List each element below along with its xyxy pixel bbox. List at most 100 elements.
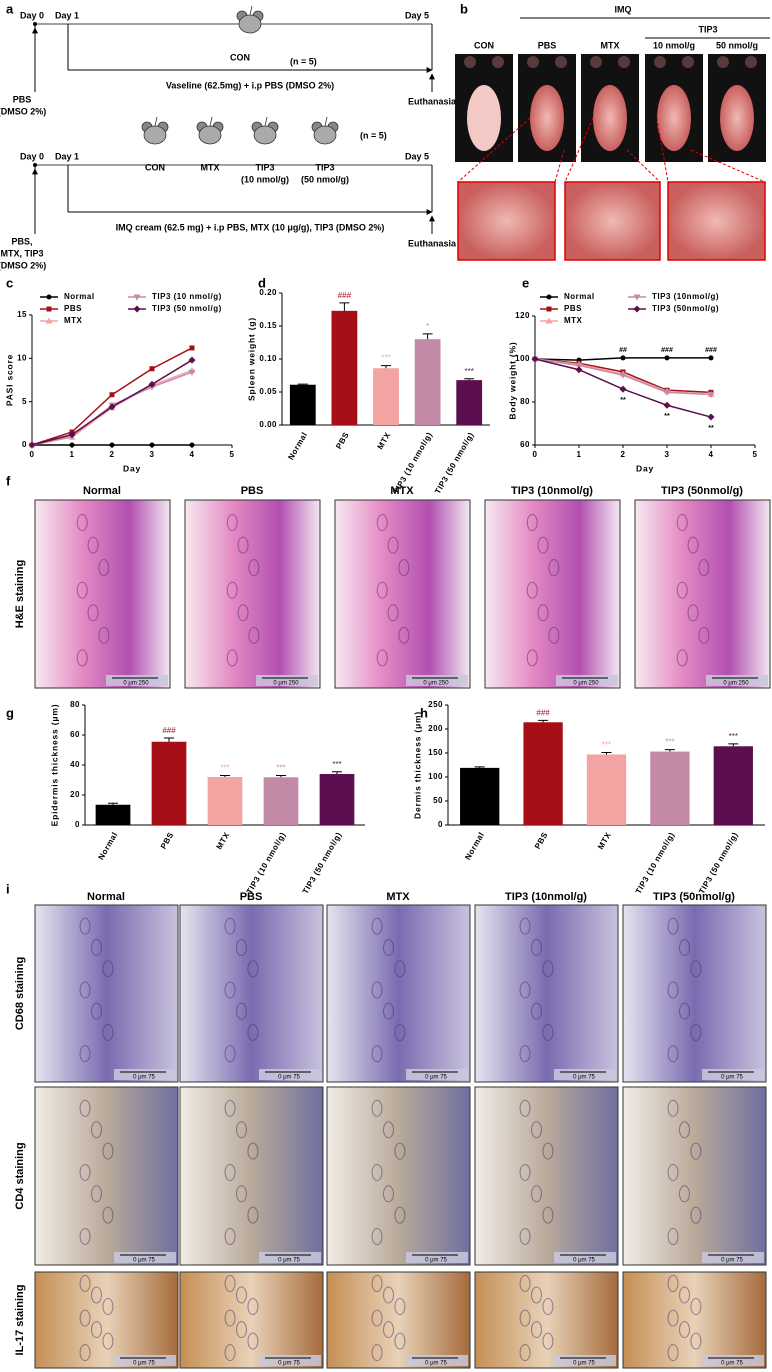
legend-marker — [633, 294, 641, 301]
x-tick-label: 2 — [621, 450, 626, 459]
tissue-structure — [235, 1185, 247, 1203]
error-bar — [339, 302, 350, 311]
significance-label: ### — [162, 726, 176, 735]
tissue-structure — [519, 917, 531, 935]
x-tick-label: PBS — [159, 830, 176, 850]
scale-bar-bg — [259, 1069, 321, 1080]
tissue-structure — [79, 1045, 91, 1063]
error-bar — [538, 719, 549, 723]
tissue-structure — [90, 938, 102, 956]
legend-marker — [133, 305, 141, 313]
y-tick-label: 60 — [520, 440, 530, 449]
data-point — [149, 442, 155, 448]
tissue-structure — [387, 536, 399, 554]
panel-label: i — [6, 881, 10, 896]
x-tick-label: 3 — [665, 450, 670, 459]
significance-label: ** — [664, 413, 670, 420]
tissue-structure — [376, 514, 388, 532]
x-axis-label: Day — [123, 463, 141, 473]
mouse-icon — [251, 116, 279, 145]
scale-bar-bg — [554, 1355, 616, 1366]
tissue-structure — [537, 536, 549, 554]
bar — [331, 310, 358, 425]
tissue-structure — [371, 1163, 383, 1181]
significance-label: *** — [332, 760, 341, 769]
tissue-structure — [102, 1142, 114, 1160]
he-image — [634, 499, 771, 689]
y-axis-label: Spleen weight (g) — [246, 317, 256, 401]
tissue-structure — [102, 1023, 114, 1041]
significance-label: ** — [620, 397, 626, 404]
data-point — [663, 401, 671, 409]
series-line — [31, 359, 193, 446]
tissue-structure — [530, 1121, 542, 1139]
panel-label: d — [258, 275, 266, 290]
y-axis-label: Dermis thickness (μm) — [412, 711, 422, 819]
tissue-structure — [530, 1002, 542, 1020]
x-tick-label: 0 — [30, 450, 35, 459]
bar — [650, 751, 690, 825]
tissue-structure — [226, 649, 238, 667]
tissue-structure — [394, 1332, 406, 1350]
tissue-structure — [382, 1185, 394, 1203]
ihc-image — [474, 1271, 619, 1369]
treatment-text: IMQ cream (62.5 mg) + i.p PBS, MTX (10 μ… — [116, 222, 385, 232]
mouse-tail — [324, 116, 328, 127]
tissue-structure — [687, 536, 699, 554]
day-label: Day 5 — [405, 151, 429, 161]
scale-bar-bg — [114, 1069, 176, 1080]
tissue-structure — [247, 1332, 259, 1350]
tissue-structure — [667, 1344, 679, 1362]
tissue-structure — [690, 1298, 702, 1316]
tissue-structure — [667, 1163, 679, 1181]
bar — [207, 777, 243, 825]
tissue-structure — [224, 1163, 236, 1181]
bar — [460, 767, 500, 825]
skin-area — [657, 85, 691, 151]
data-point — [619, 385, 627, 393]
tissue-structure — [667, 1045, 679, 1063]
photo-ear — [590, 56, 602, 68]
significance-label: * — [426, 322, 429, 331]
scale-bar-bg — [259, 1252, 321, 1263]
tissue-structure — [90, 1185, 102, 1203]
tissue-structure — [76, 581, 88, 599]
significance-label: ### — [705, 347, 717, 354]
tissue-structure — [394, 1298, 406, 1316]
data-point — [707, 413, 715, 421]
group-label: MTX — [201, 162, 220, 172]
x-tick-label: Normal — [286, 431, 309, 462]
ihc-image — [34, 1086, 179, 1266]
y-tick-label: 120 — [515, 311, 530, 320]
tissue-structure — [224, 1344, 236, 1362]
mouse-body — [143, 125, 167, 145]
x-tick-label: 5 — [753, 450, 758, 459]
tissue-structure — [530, 938, 542, 956]
tissue-structure — [371, 1344, 383, 1362]
y-tick-label: 0.00 — [259, 420, 277, 429]
tissue-structure — [678, 1321, 690, 1339]
error-bar — [164, 737, 174, 742]
tissue-structure — [542, 1142, 554, 1160]
significance-label: *** — [381, 354, 390, 363]
tissue-structure — [90, 1002, 102, 1020]
error-bar — [464, 378, 475, 381]
tissue-structure — [667, 981, 679, 999]
data-point — [575, 366, 583, 374]
tissue-structure — [519, 1344, 531, 1362]
he-image — [334, 499, 471, 689]
tissue-structure — [79, 1099, 91, 1117]
x-tick-label: 4 — [709, 450, 714, 459]
tissue-structure — [371, 1228, 383, 1246]
scale-bar-bg — [106, 675, 168, 686]
tissue-structure — [79, 1344, 91, 1362]
data-point — [108, 403, 116, 411]
x-tick-label: TIP3 (50 nmol/g) — [433, 431, 476, 496]
error-bar — [332, 771, 342, 774]
y-tick-label: 80 — [70, 700, 80, 709]
scale-label: 0 μm 75 — [721, 1361, 743, 1367]
row-label: CD4 staining — [14, 1142, 26, 1209]
x-tick-label: Normal — [96, 831, 119, 862]
scale-bar-bg — [406, 1252, 468, 1263]
tissue-structure — [371, 1275, 383, 1293]
